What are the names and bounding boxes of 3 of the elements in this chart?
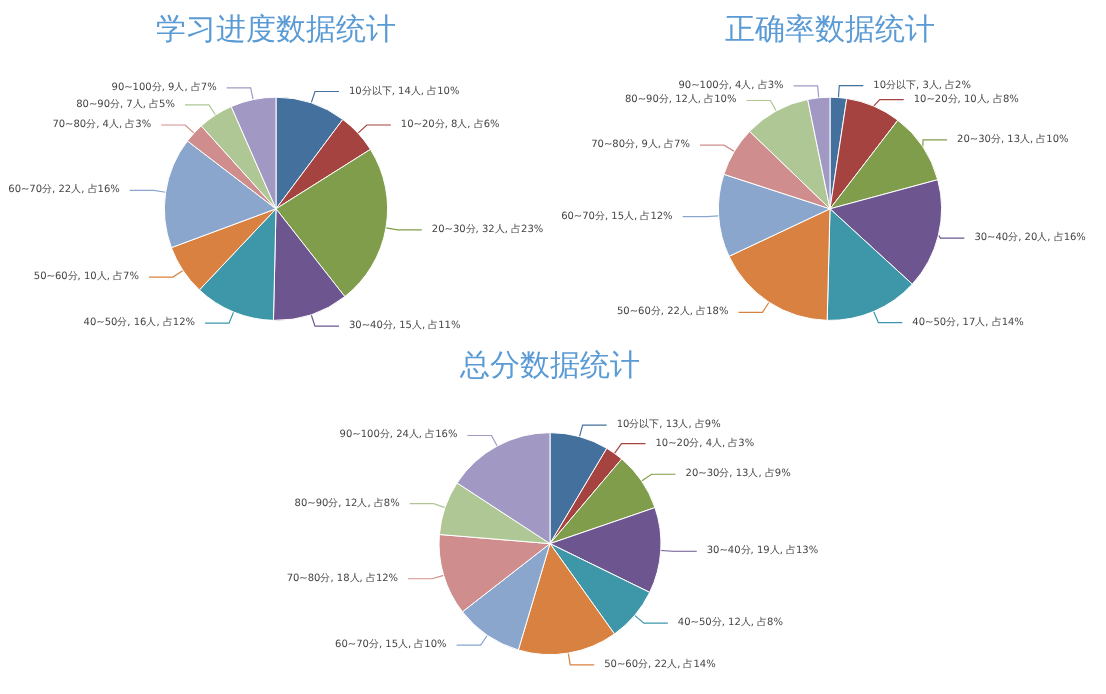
chart-title: 学习进度数据统计	[156, 11, 396, 47]
chart-title: 总分数据统计	[458, 347, 640, 383]
chart-title: 正确率数据统计	[725, 11, 935, 47]
